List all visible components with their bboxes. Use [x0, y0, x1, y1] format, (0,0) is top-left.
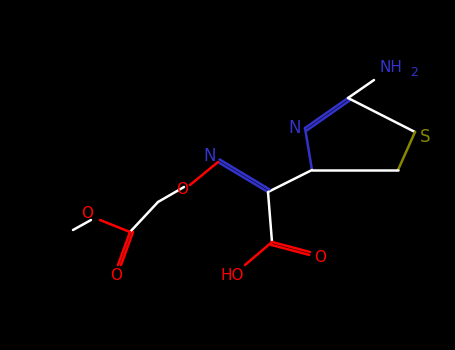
Text: NH: NH [379, 61, 402, 76]
Text: O: O [110, 267, 122, 282]
Text: O: O [81, 205, 93, 220]
Text: HO: HO [220, 268, 244, 284]
Text: N: N [289, 119, 301, 137]
Text: S: S [420, 128, 430, 146]
Text: O: O [176, 182, 188, 197]
Text: O: O [314, 250, 326, 265]
Text: 2: 2 [410, 66, 418, 79]
Text: N: N [204, 147, 216, 165]
